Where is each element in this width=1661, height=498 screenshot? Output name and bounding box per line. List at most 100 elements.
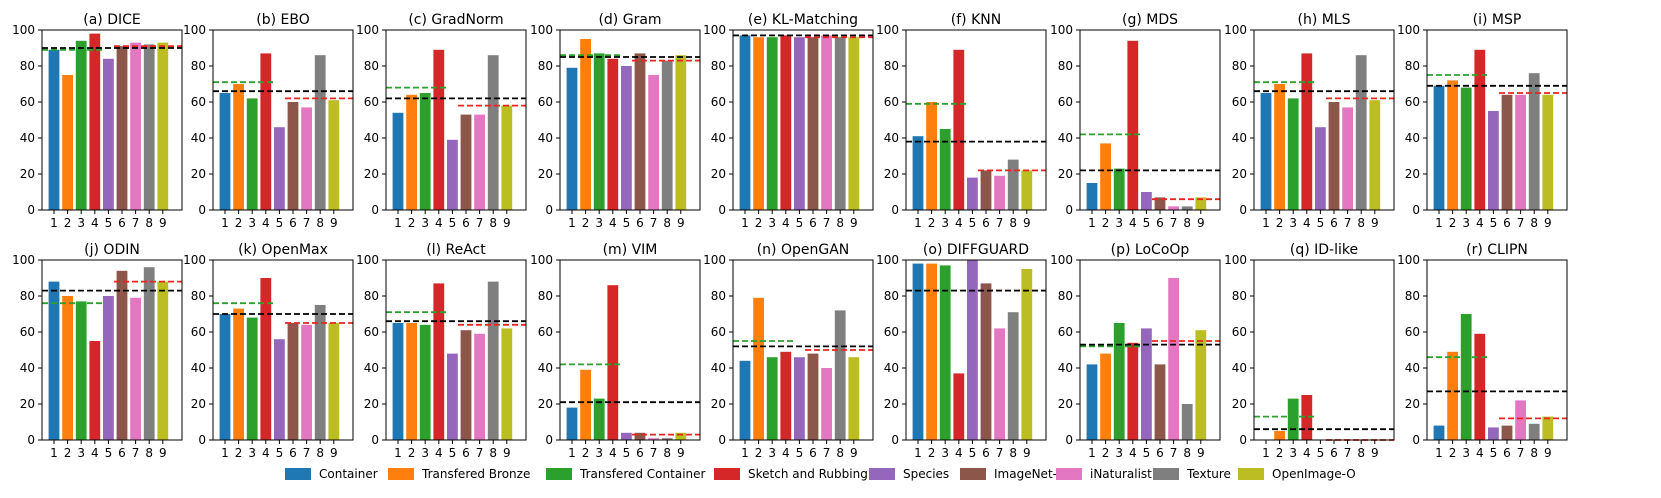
y-tick-label: 80 [1405,59,1420,73]
y-tick-label: 0 [1065,433,1073,447]
x-tick-label: 4 [262,216,270,230]
y-tick-label: 20 [364,167,379,181]
bar [1274,84,1285,210]
y-tick-label: 100 [530,253,553,267]
x-tick-label: 8 [489,216,497,230]
y-tick-label: 100 [183,253,206,267]
y-tick-label: 100 [356,23,379,37]
x-tick-label: 7 [476,216,484,230]
bar [1447,351,1458,440]
y-tick-label: 40 [364,361,379,375]
y-tick-label: 40 [1232,131,1247,145]
y-tick-label: 20 [538,397,553,411]
chart-panel: (n) OpenGAN 0 20 40 60 80 100 1 2 3 4 5 6 7 8 9 [703,242,874,460]
x-tick-label: 2 [235,216,243,230]
legend-label: Transfered Bronze [421,467,530,481]
bar [48,281,60,440]
x-tick-label: 1 [1435,216,1443,230]
bar [246,317,258,440]
legend-item: Transfered Bronze [388,467,530,481]
x-tick-label: 4 [435,216,443,230]
legend-item: Container [285,467,378,481]
x-tick-label: 7 [996,446,1004,460]
x-tick-label: 6 [982,446,990,460]
bar [487,55,499,211]
y-tick-label: 60 [884,95,899,109]
y-tick-label: 20 [1058,167,1073,181]
legend-item: Species [869,467,949,481]
x-tick-label: 1 [50,216,58,230]
x-tick-label: 1 [741,216,749,230]
x-tick-label: 3 [1462,216,1470,230]
x-tick-label: 1 [1088,446,1096,460]
x-tick-label: 6 [1330,216,1338,230]
bar [926,102,937,210]
x-tick-label: 6 [636,216,644,230]
chart-panel: (h) MLS 0 20 40 60 80 100 1 2 3 4 5 6 7 8 9 [1224,12,1395,230]
bar [1369,100,1381,210]
y-tick-label: 60 [711,95,726,109]
bar [739,35,751,211]
x-tick-label: 1 [741,446,749,460]
x-tick-label: 8 [1009,446,1017,460]
y-tick-label: 20 [1405,397,1420,411]
bar [474,333,485,440]
bar [1007,312,1019,440]
y-tick-label: 0 [718,433,726,447]
bar [433,49,445,210]
bar [780,351,792,440]
x-tick-label: 4 [1476,216,1484,230]
y-tick-label: 60 [364,325,379,339]
x-tick-label: 9 [1197,216,1205,230]
x-tick-label: 9 [503,216,511,230]
x-tick-label: 9 [1197,446,1205,460]
chart-title: (m) VIM [603,242,658,258]
y-tick-label: 0 [27,203,35,217]
legend-swatch [714,468,740,480]
y-tick-label: 40 [1058,361,1073,375]
y-tick-label: 0 [891,203,899,217]
chart-panel: (g) MDS 0 20 40 60 80 100 1 2 3 4 5 6 7 8 9 [1050,12,1221,230]
chart-panel: (q) ID-like 0 20 40 60 80 100 1 2 3 4 5 6 7 8 9 [1224,242,1395,460]
x-tick-label: 8 [836,446,844,460]
x-tick-label: 3 [1462,446,1470,460]
y-tick-label: 80 [711,59,726,73]
bar [1515,94,1526,210]
y-tick-label: 100 [1050,253,1073,267]
x-tick-label: 3 [248,216,256,230]
x-tick-label: 7 [650,446,658,460]
bar [621,66,632,210]
plot-frame [1426,259,1568,441]
bar [675,55,687,211]
bar [1528,73,1540,210]
chart-title: (e) KL-Matching [748,12,858,28]
bar [794,37,805,211]
bar [1260,93,1272,210]
bar [246,98,258,210]
bar [1168,278,1179,440]
bar [1287,398,1299,440]
x-tick-label: 8 [1357,446,1365,460]
bar [103,296,114,440]
y-tick-label: 80 [191,289,206,303]
x-tick-label: 7 [1344,446,1352,460]
bar [1315,127,1326,210]
x-tick-label: 8 [836,216,844,230]
x-tick-label: 3 [1289,216,1297,230]
x-tick-label: 9 [159,216,167,230]
y-tick-label: 60 [1058,325,1073,339]
chart-panel: (j) ODIN 0 20 40 60 80 100 1 2 3 4 5 6 7 8 9 [12,242,183,460]
chart-title: (h) MLS [1297,12,1350,28]
bar [89,33,101,210]
y-tick-label: 20 [191,397,206,411]
y-tick-label: 100 [1224,253,1247,267]
y-tick-label: 40 [20,131,35,145]
bar [580,39,591,210]
chart-panel: (l) ReAct 0 20 40 60 80 100 1 2 3 4 5 6 7 8 9 [356,242,527,460]
y-tick-label: 0 [545,203,553,217]
x-tick-label: 6 [289,216,297,230]
x-tick-label: 2 [408,216,416,230]
bar [753,37,764,211]
y-tick-label: 40 [538,361,553,375]
x-tick-label: 8 [316,216,324,230]
